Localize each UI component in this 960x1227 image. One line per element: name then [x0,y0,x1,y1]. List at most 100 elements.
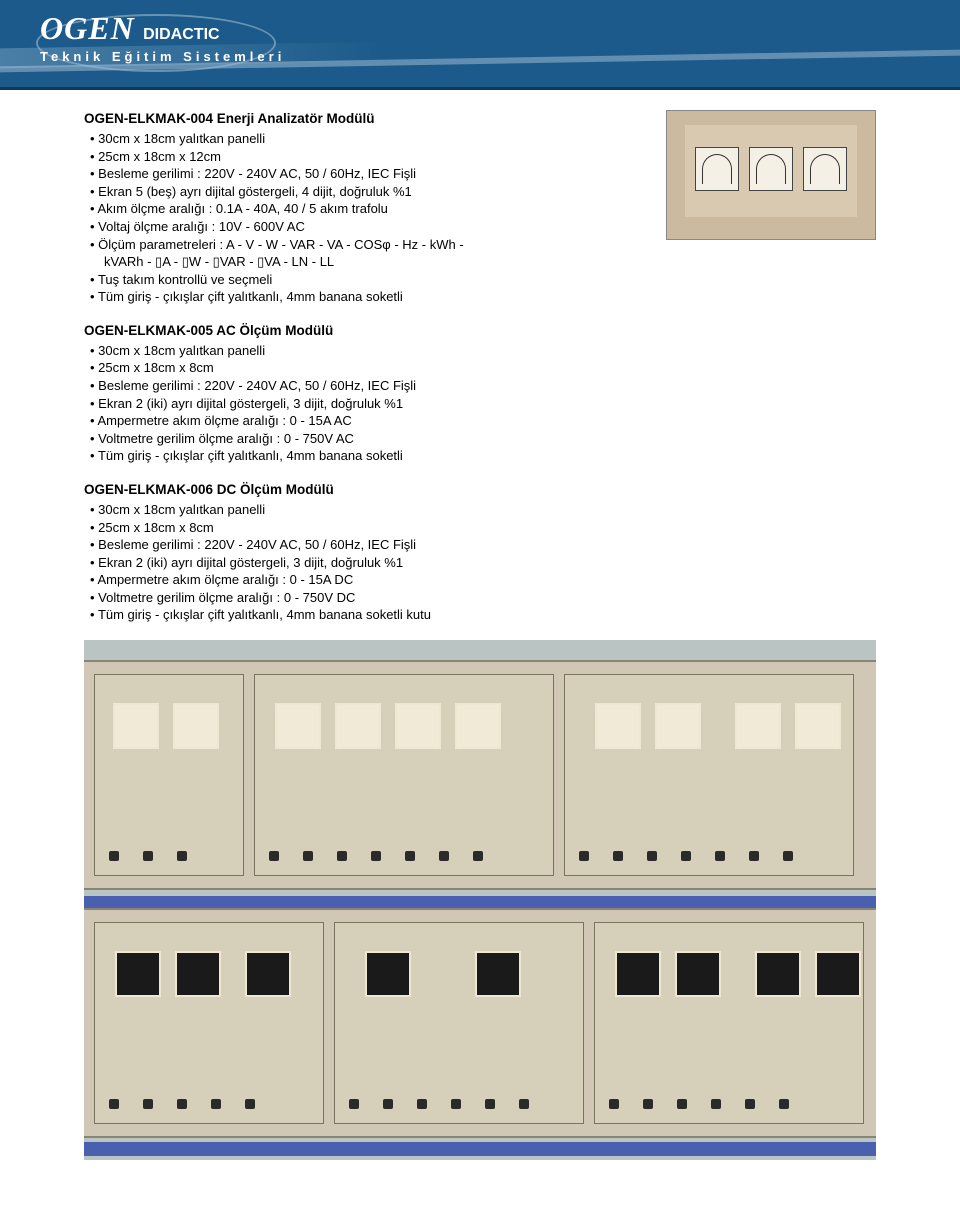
photo-connector [143,851,153,861]
photo-gauge [475,951,521,997]
photo-gauge [115,951,161,997]
bullet: Ampermetre akım ölçme aralığı : 0 - 15A … [84,571,876,589]
bullet: Ekran 5 (beş) ayrı dijital göstergeli, 4… [84,183,646,201]
photo-connector [349,1099,359,1109]
photo-connector [613,851,623,861]
photo-connector [779,1099,789,1109]
photo-gauge [455,703,501,749]
bullet: Voltaj ölçme aralığı : 10V - 600V AC [84,218,646,236]
bullet: Besleme gerilimi : 220V - 240V AC, 50 / … [84,377,876,395]
photo-module [594,922,864,1124]
bullet: Voltmetre gerilim ölçme aralığı : 0 - 75… [84,430,876,448]
bullet: Akım ölçme aralığı : 0.1A - 40A, 40 / 5 … [84,200,646,218]
section-006: OGEN-ELKMAK-006 DC Ölçüm Modülü 30cm x 1… [84,481,876,624]
photo-module [254,674,554,876]
content-area: OGEN-ELKMAK-004 Enerji Analizatör Modülü… [0,90,960,1190]
page-header: OGEN DIDACTIC Teknik Eğitim Sistemleri [0,0,960,90]
section-005: OGEN-ELKMAK-005 AC Ölçüm Modülü 30cm x 1… [84,322,876,465]
photo-connector [405,851,415,861]
photo-connector [609,1099,619,1109]
photo-gauge [365,951,411,997]
photo-connector [337,851,347,861]
photo-gauge [815,951,861,997]
photo-gauge [113,703,159,749]
bullet: Tüm giriş - çıkışlar çift yalıtkanlı, 4m… [84,288,646,306]
photo-connector [383,1099,393,1109]
photo-connector [109,851,119,861]
bullet: Voltmetre gerilim ölçme aralığı : 0 - 75… [84,589,876,607]
bullet: 30cm x 18cm yalıtkan panelli [84,130,646,148]
photo-connector [451,1099,461,1109]
photo-connector [783,851,793,861]
section-004: OGEN-ELKMAK-004 Enerji Analizatör Modülü… [84,110,876,306]
section-title: OGEN-ELKMAK-005 AC Ölçüm Modülü [84,322,876,340]
bullet: 30cm x 18cm yalıtkan panelli [84,342,876,360]
thumb-panel [685,125,857,217]
photo-connector [749,851,759,861]
photo-connector [745,1099,755,1109]
bullet: Tuş takım kontrollü ve seçmeli [84,271,646,289]
photo-gauge [735,703,781,749]
photo-connector [473,851,483,861]
photo-gauge [275,703,321,749]
photo-module [94,674,244,876]
photo-gauge [595,703,641,749]
photo-connector [211,1099,221,1109]
photo-connector [371,851,381,861]
thumb-gauge [695,147,739,191]
photo-module [564,674,854,876]
photo-module [94,922,324,1124]
photo-connector [417,1099,427,1109]
photo-gauge [675,951,721,997]
photo-connector [579,851,589,861]
photo-connector [177,1099,187,1109]
thumb-gauge [749,147,793,191]
photo-connector [647,851,657,861]
photo-gauge [245,951,291,997]
photo-rack [84,908,876,1138]
photo-gauge [615,951,661,997]
bullet: Tüm giriş - çıkışlar çift yalıtkanlı, 4m… [84,447,876,465]
bullet: 25cm x 18cm x 8cm [84,519,876,537]
logo-tagline: Teknik Eğitim Sistemleri [40,49,285,64]
photo-gauge [335,703,381,749]
photo-connector [711,1099,721,1109]
photo-gauge [175,951,221,997]
bullet: 30cm x 18cm yalıtkan panelli [84,501,876,519]
photo-connector [303,851,313,861]
photo-connector [143,1099,153,1109]
photo-connector [519,1099,529,1109]
product-thumb-004 [666,110,876,240]
bullet: Ekran 2 (iki) ayrı dijital göstergeli, 3… [84,395,876,413]
logo-main-text: OGEN [40,10,135,47]
bullet: Ekran 2 (iki) ayrı dijital göstergeli, 3… [84,554,876,572]
bullet: 25cm x 18cm x 12cm [84,148,646,166]
photo-module [334,922,584,1124]
section-title: OGEN-ELKMAK-006 DC Ölçüm Modülü [84,481,876,499]
section-title: OGEN-ELKMAK-004 Enerji Analizatör Modülü [84,110,646,128]
bullet: Besleme gerilimi : 220V - 240V AC, 50 / … [84,165,646,183]
equipment-photo [84,640,876,1160]
bullet: Tüm giriş - çıkışlar çift yalıtkanlı, 4m… [84,606,876,624]
bullet: 25cm x 18cm x 8cm [84,359,876,377]
logo-sub-text: DIDACTIC [143,26,219,44]
photo-connector [177,851,187,861]
photo-connector [439,851,449,861]
photo-rail [84,1142,876,1156]
thumb-gauge [803,147,847,191]
photo-connector [715,851,725,861]
photo-connector [677,1099,687,1109]
photo-connector [269,851,279,861]
photo-connector [681,851,691,861]
bullet: Ölçüm parametreleri : A - V - W - VAR - … [84,236,646,254]
photo-connector [643,1099,653,1109]
photo-connector [245,1099,255,1109]
photo-gauge [655,703,701,749]
photo-connector [485,1099,495,1109]
photo-gauge [173,703,219,749]
photo-gauge [755,951,801,997]
bullet: Besleme gerilimi : 220V - 240V AC, 50 / … [84,536,876,554]
logo-block: OGEN DIDACTIC Teknik Eğitim Sistemleri [40,10,285,64]
bullet: Ampermetre akım ölçme aralığı : 0 - 15A … [84,412,876,430]
photo-connector [109,1099,119,1109]
